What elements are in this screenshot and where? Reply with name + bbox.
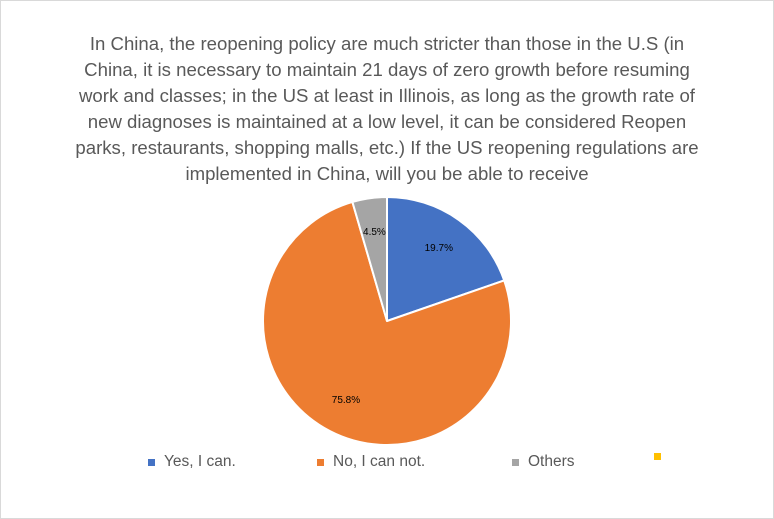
legend-label-1: Yes, I can. [164,453,236,470]
legend-swatch-4 [654,453,661,460]
legend-item-3: Others [512,453,575,471]
legend-swatch-1 [148,458,155,466]
legend-swatch-3 [512,458,519,466]
legend-item-2: No, I can not. [317,453,425,471]
chart-legend: Yes, I can. No, I can not. Others [0,453,774,475]
legend-label-3: Others [528,453,575,470]
chart-title-line-1: In China, the reopening policy are much … [89,33,685,54]
chart-title-line-3: work and classes; in the US at least in … [79,85,695,106]
legend-label-2: No, I can not. [333,453,426,470]
chart-title-line-5: parks, restaurants, shopping malls, etc.… [75,137,699,158]
pie-data-label-1: 19.7% [425,243,453,254]
chart-title-line-2: China, it is necessary to maintain 21 da… [84,59,690,80]
chart-title-line-6: implemented in China, will you be able t… [185,163,589,184]
legend-item-1: Yes, I can. [148,453,236,471]
chart-title: In China, the reopening policy are much … [60,31,714,187]
pie-slice-3 [351,196,388,322]
legend-item-4 [654,453,670,460]
pie-data-label-3: 4.5% [363,227,386,238]
legend-swatch-2 [317,458,324,466]
pie-slice-2 [262,200,512,446]
chart-title-line-4: new diagnoses is maintained at a low lev… [87,111,687,132]
pie-data-label-2: 75.8% [332,395,360,406]
